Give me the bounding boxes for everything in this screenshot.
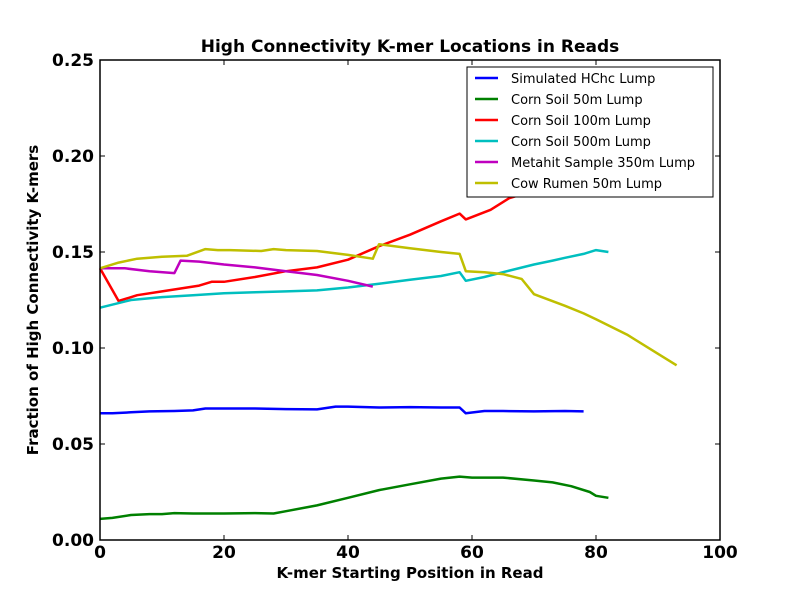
chart-title: High Connectivity K-mer Locations in Rea…	[201, 37, 620, 57]
x-tick-label: 80	[584, 543, 608, 563]
legend-label: Simulated HChc Lump	[511, 72, 655, 87]
series-line-5	[100, 259, 374, 288]
series-line-2	[99, 475, 609, 521]
plot-lines	[98, 193, 678, 521]
series-line-6	[99, 243, 678, 367]
y-tick-label: 0.15	[52, 243, 94, 263]
series-line-1	[100, 405, 584, 415]
x-axis-label: K-mer Starting Position in Read	[277, 564, 544, 582]
y-tick-label: 0.05	[52, 435, 94, 455]
series-line-3	[98, 193, 522, 303]
y-tick-label: 0.10	[52, 339, 94, 359]
y-axis-label: Fraction of High Connectivity K-mers	[24, 145, 42, 455]
legend: Simulated HChc Lump Corn Soil 50m Lump Cor…	[466, 66, 714, 198]
y-axis-ticks: 0.00 0.05 0.10 0.15 0.20 0.25	[52, 51, 720, 551]
x-tick-label: 100	[702, 543, 738, 563]
y-tick-label: 0.00	[52, 531, 94, 551]
legend-label: Corn Soil 500m Lump	[511, 135, 651, 150]
y-tick-label: 0.20	[52, 147, 94, 167]
x-tick-label: 0	[94, 543, 106, 563]
x-tick-label: 60	[460, 543, 484, 563]
legend-label: Metahit Sample 350m Lump	[511, 156, 695, 171]
x-axis-ticks: 0 20 40 60 80 100	[94, 60, 738, 563]
legend-label: Corn Soil 100m Lump	[511, 114, 651, 129]
legend-label: Cow Rumen 50m Lump	[511, 177, 662, 192]
legend-box	[466, 66, 714, 198]
plot-frame	[99, 59, 721, 541]
series-line-4	[99, 248, 609, 309]
legend-label: Corn Soil 50m Lump	[511, 93, 643, 108]
x-tick-label: 40	[336, 543, 360, 563]
y-tick-label: 0.25	[52, 51, 94, 71]
x-tick-label: 20	[212, 543, 236, 563]
